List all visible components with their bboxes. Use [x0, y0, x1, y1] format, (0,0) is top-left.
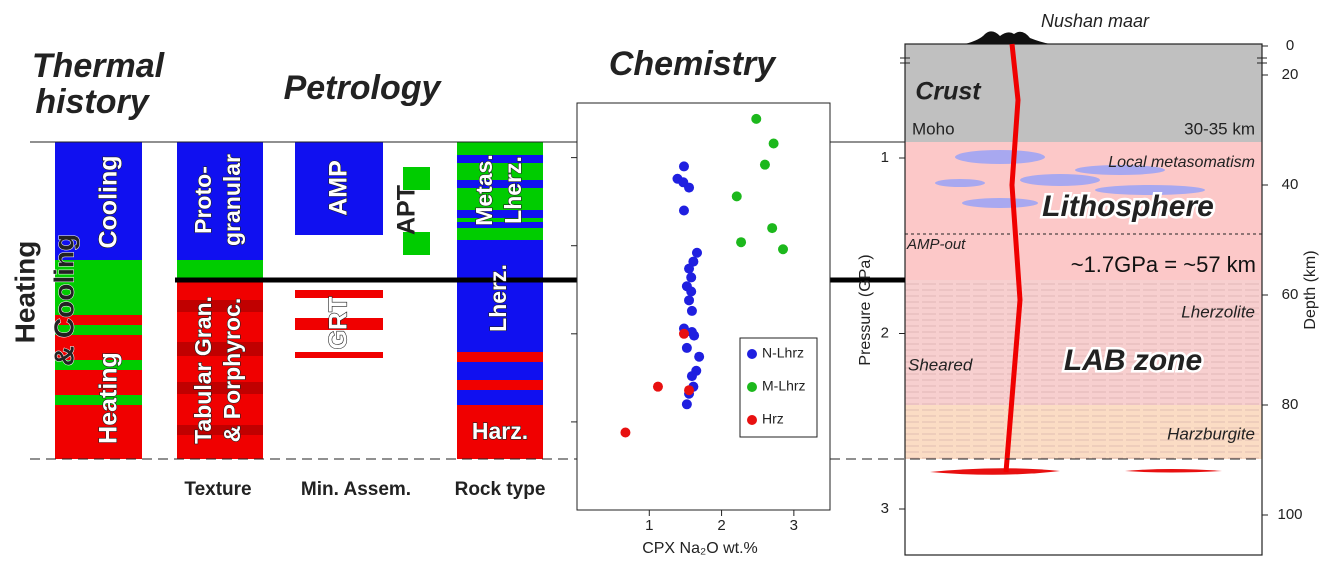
legend-marker: [747, 415, 757, 425]
metasomatism-lens: [955, 150, 1045, 164]
title: Thermal: [32, 47, 166, 85]
point: [682, 343, 692, 353]
point: [620, 427, 630, 437]
metasomatism-lens: [935, 179, 985, 187]
point: [778, 244, 788, 254]
annotation: Sheared: [908, 355, 973, 374]
point: [732, 191, 742, 201]
column-label: Heating: [95, 352, 123, 444]
point: [769, 139, 779, 149]
side-label: Heating: [9, 241, 40, 344]
legend-marker: [747, 349, 757, 359]
depth-tick-label: 80: [1282, 396, 1299, 413]
depth-tick-label: 100: [1277, 506, 1302, 523]
block: [295, 352, 383, 358]
axis-label: Depth (km): [1302, 250, 1319, 329]
metasomatism-lens: [962, 198, 1038, 208]
block: [457, 352, 543, 362]
point: [767, 223, 777, 233]
melt-lens: [1125, 469, 1222, 473]
point: [679, 205, 689, 215]
point: [684, 183, 694, 193]
point: [687, 371, 697, 381]
annotation: Nushan maar: [1041, 11, 1150, 31]
legend-label: M-Lhrz: [762, 378, 806, 394]
title: Petrology: [284, 69, 443, 107]
x-tick-label: 3: [790, 517, 798, 534]
mineral-label: GRT: [325, 297, 353, 350]
figure: Thermal history Petrology Chemistry Cool…: [0, 0, 1321, 561]
rock-label: Harz.: [472, 418, 528, 444]
rock-label: Lherz.: [485, 264, 511, 332]
block: [457, 380, 543, 390]
block: [177, 260, 263, 278]
x-tick-label: 2: [717, 517, 725, 534]
annotation: Crust: [915, 78, 982, 106]
pressure-tick-label: 2: [881, 324, 889, 341]
annotation: LAB zone: [1064, 344, 1202, 377]
annotation: Local metasomatism: [1108, 154, 1255, 171]
legend-label: N-Lhrz: [762, 345, 804, 361]
title: Chemistry: [609, 45, 777, 83]
point: [679, 161, 689, 171]
column-footer: Rock type: [455, 479, 546, 500]
point: [760, 160, 770, 170]
point: [653, 382, 663, 392]
annotation: ~1.7GPa = ~57 km: [1071, 252, 1256, 277]
column-label: Tabular Gran.: [190, 296, 216, 444]
depth-tick-label: 20: [1282, 66, 1299, 83]
annotation: Lithosphere: [1042, 190, 1214, 223]
mineral-label: APT: [393, 185, 421, 235]
column-label: Cooling: [95, 155, 123, 248]
axis-label: Pressure (GPa): [857, 254, 874, 365]
column-label: granular: [219, 154, 245, 246]
metasomatism-lens: [1020, 174, 1100, 186]
column-label: & Porphyroc.: [219, 298, 245, 442]
point: [751, 114, 761, 124]
point: [686, 272, 696, 282]
point: [689, 331, 699, 341]
rock-label: Metas.: [471, 154, 497, 226]
annotation: Moho: [912, 119, 955, 138]
point: [687, 306, 697, 316]
title: history: [35, 83, 150, 121]
mineral-label: AMP: [325, 160, 353, 216]
annotation: Lherzolite: [1181, 302, 1255, 321]
column-footer: Texture: [184, 479, 251, 500]
point: [686, 287, 696, 297]
column-footer: Min. Assem.: [301, 479, 411, 500]
plot-frame: [577, 103, 830, 510]
annotation: AMP-out: [906, 236, 966, 253]
maar: [965, 31, 1050, 44]
depth-tick-label: 0: [1286, 37, 1294, 54]
legend-label: Hrz: [762, 411, 784, 427]
x-axis-label: CPX Na₂O wt.%: [642, 540, 758, 557]
point: [684, 264, 694, 274]
point: [736, 237, 746, 247]
pressure-tick-label: 3: [881, 500, 889, 517]
pressure-tick-label: 1: [881, 149, 889, 166]
point: [684, 295, 694, 305]
rock-label: Lherz.: [500, 156, 526, 224]
point: [694, 352, 704, 362]
point: [684, 385, 694, 395]
legend-marker: [747, 382, 757, 392]
point: [679, 329, 689, 339]
melt-lens: [930, 468, 1060, 475]
annotation: Harzburgite: [1167, 424, 1255, 443]
x-tick-label: 1: [645, 517, 653, 534]
depth-tick-label: 60: [1282, 286, 1299, 303]
point: [682, 399, 692, 409]
annotation: 30-35 km: [1184, 119, 1255, 138]
depth-tick-label: 40: [1282, 176, 1299, 193]
side-label: & Cooling: [48, 234, 79, 366]
column-label: Proto-: [190, 166, 216, 234]
point: [692, 248, 702, 258]
